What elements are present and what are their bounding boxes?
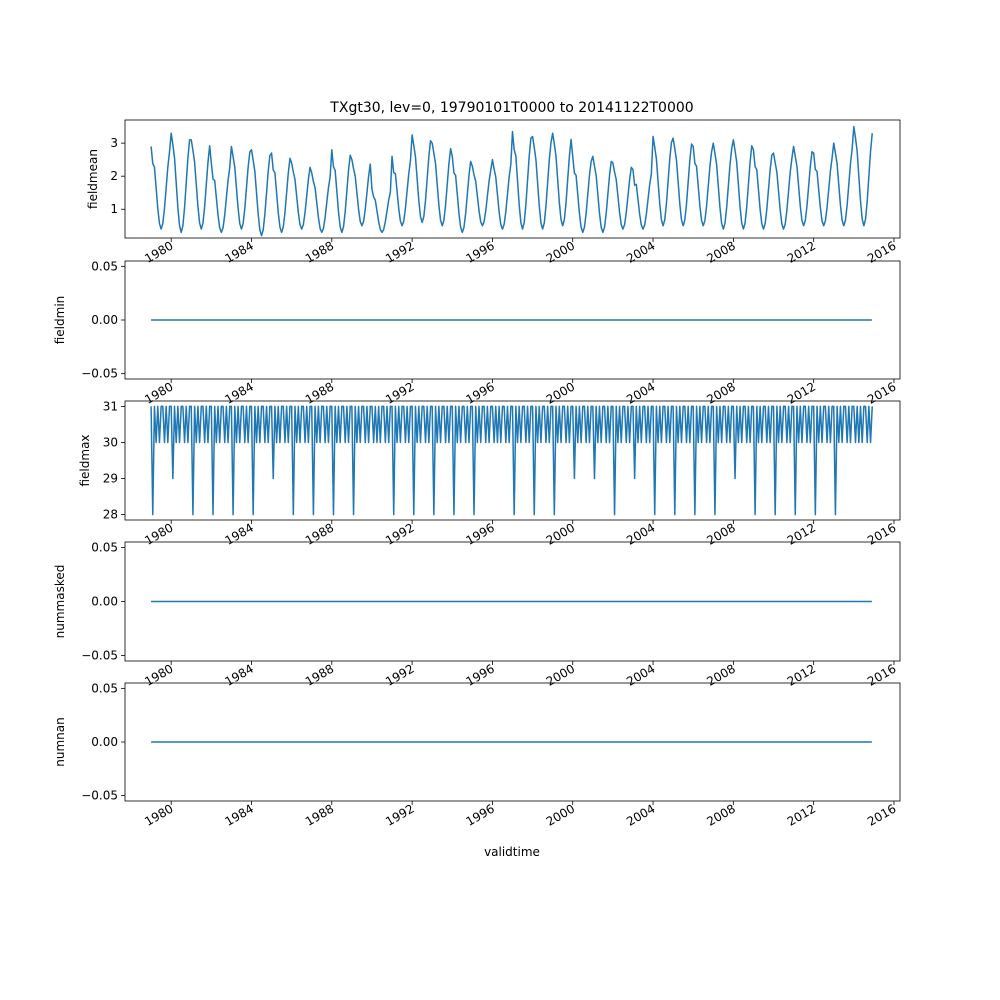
- y-tick-label: −0.05: [81, 789, 118, 803]
- y-tick-label: 30: [103, 435, 118, 449]
- chart-title: TXgt30, lev=0, 19790101T0000 to 20141122…: [329, 100, 693, 116]
- y-tick-label: −0.05: [81, 649, 118, 663]
- x-tick-label: 1988: [303, 379, 336, 406]
- x-axis-label: validtime: [484, 845, 540, 859]
- x-tick-label: 2016: [865, 520, 898, 547]
- x-tick-label: 2000: [544, 379, 577, 406]
- x-tick-label: 2008: [704, 661, 737, 688]
- y-tick-label: 0.05: [91, 540, 118, 554]
- chart-panel-nummasked: −0.05 0.00 0.05 1980 1984 1988 1992 1996 2000 200…: [53, 540, 901, 689]
- y-axis-label: fieldmean: [86, 149, 100, 209]
- y-tick-label: 0.00: [91, 735, 118, 749]
- x-tick-label: 1988: [303, 520, 336, 547]
- x-tick-label: 1996: [463, 238, 496, 265]
- x-tick-label: 1984: [223, 661, 256, 688]
- chart-panel-numnan: −0.05 0.00 0.05 1980 1984 1988 1992 1996 2000 200…: [53, 681, 901, 829]
- x-tick-label: 2000: [544, 801, 577, 828]
- x-tick-label: 2008: [704, 520, 737, 547]
- y-tick-label: 28: [103, 508, 118, 522]
- y-axis-label: fieldmax: [78, 434, 92, 486]
- x-tick-label: 2004: [624, 520, 657, 547]
- chart-panel-fieldmean: 1 2 3 1980 1984 1988 1992 1996 2000 2004 2008 2012 2…: [86, 119, 901, 266]
- x-tick-label: 2012: [785, 520, 818, 547]
- x-tick-label: 1984: [223, 238, 256, 265]
- y-tick-label: 31: [103, 399, 118, 413]
- x-tick-label: 2016: [865, 801, 898, 828]
- x-tick-label: 1980: [142, 379, 175, 406]
- y-tick-label: 3: [110, 136, 118, 150]
- axes-frame: [124, 400, 901, 521]
- x-tick-label: 2012: [785, 661, 818, 688]
- x-tick-label: 2000: [544, 661, 577, 688]
- x-tick-label: 2012: [785, 379, 818, 406]
- x-tick-label: 1996: [463, 379, 496, 406]
- x-tick-label: 1992: [383, 661, 416, 688]
- y-tick-label: 0.05: [91, 681, 118, 695]
- y-tick-label: 0.00: [91, 313, 118, 327]
- x-tick-label: 2004: [624, 801, 657, 828]
- x-tick-label: 2004: [624, 661, 657, 688]
- chart-panel-fieldmax: 28 29 30 31 1980 1984 1988 1992 1996 2000 2004 2008…: [78, 399, 901, 548]
- x-tick-label: 1996: [463, 661, 496, 688]
- x-tick-label: 1984: [223, 801, 256, 828]
- x-tick-label: 1984: [223, 379, 256, 406]
- y-tick-label: 0.05: [91, 259, 118, 273]
- x-tick-label: 2004: [624, 238, 657, 265]
- x-tick-label: 1980: [142, 238, 175, 265]
- chart-panel-fieldmin: −0.05 0.00 0.05 1980 1984 1988 1992 1996 2000 200…: [53, 259, 901, 407]
- x-tick-label: 2008: [704, 801, 737, 828]
- x-tick-label: 1980: [142, 661, 175, 688]
- x-tick-label: 1996: [463, 801, 496, 828]
- y-tick-label: 0.00: [91, 595, 118, 609]
- y-tick-label: 1: [110, 202, 118, 216]
- series-line-fieldmean: [150, 125, 873, 237]
- x-tick-label: 1992: [383, 379, 416, 406]
- x-tick-label: 1984: [223, 520, 256, 547]
- x-tick-label: 1996: [463, 520, 496, 547]
- axes-frame: [124, 119, 901, 239]
- x-tick-label: 1980: [142, 520, 175, 547]
- x-tick-label: 2012: [785, 801, 818, 828]
- y-axis-label: fieldmin: [53, 296, 67, 345]
- x-tick-label: 1988: [303, 661, 336, 688]
- x-tick-label: 1980: [142, 801, 175, 828]
- x-tick-label: 2008: [704, 379, 737, 406]
- x-tick-label: 2012: [785, 238, 818, 265]
- x-tick-label: 2016: [865, 379, 898, 406]
- x-tick-label: 2016: [865, 661, 898, 688]
- y-tick-label: −0.05: [81, 367, 118, 381]
- x-tick-label: 2000: [544, 520, 577, 547]
- x-tick-label: 1992: [383, 238, 416, 265]
- x-tick-label: 1988: [303, 801, 336, 828]
- x-tick-label: 2016: [865, 238, 898, 265]
- y-tick-label: 2: [110, 169, 118, 183]
- y-axis-label: numnan: [53, 717, 67, 766]
- x-tick-label: 2000: [544, 238, 577, 265]
- series-line-fieldmax: [150, 405, 873, 516]
- x-tick-label: 2004: [624, 379, 657, 406]
- x-tick-label: 1988: [303, 238, 336, 265]
- x-tick-label: 1992: [383, 520, 416, 547]
- x-tick-label: 1992: [383, 801, 416, 828]
- x-tick-label: 2008: [704, 238, 737, 265]
- y-tick-label: 29: [103, 472, 118, 486]
- y-axis-label: nummasked: [53, 565, 67, 639]
